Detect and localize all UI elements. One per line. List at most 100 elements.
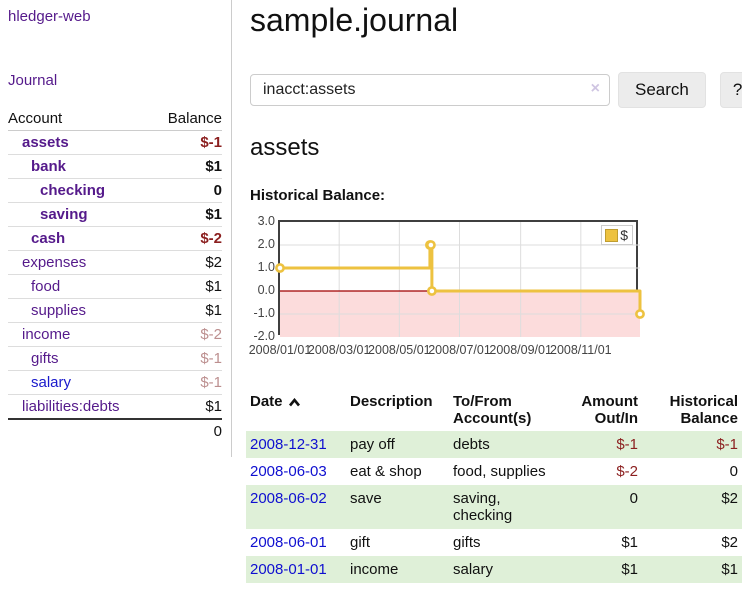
- x-axis-label: 2008/07/01: [428, 343, 491, 357]
- account-balance: $-2: [152, 322, 222, 347]
- chart-heading: Historical Balance:: [250, 187, 386, 204]
- account-link[interactable]: checking: [40, 182, 106, 199]
- y-axis-label: 1.0: [257, 260, 275, 274]
- register-row: 2008-01-01 income salary $1 $1: [246, 556, 742, 583]
- search-input[interactable]: [250, 74, 610, 106]
- account-link[interactable]: bank: [31, 158, 67, 175]
- register-accounts-cell: debts: [449, 431, 553, 458]
- account-heading: assets: [250, 134, 320, 161]
- search-button[interactable]: Search: [618, 72, 706, 108]
- register-description-cell: pay off: [346, 431, 449, 458]
- account-row: cash $-2: [8, 226, 222, 251]
- account-name-cell: income: [8, 322, 152, 347]
- register-date-cell: 2008-06-01: [246, 529, 346, 556]
- account-row: income $-2: [8, 322, 222, 347]
- register-amount-cell: $1: [553, 556, 642, 583]
- register-header-date[interactable]: Date: [246, 389, 346, 431]
- transaction-date-link[interactable]: 2008-06-03: [250, 463, 327, 480]
- transaction-date-link[interactable]: 2008-12-31: [250, 436, 327, 453]
- account-name-cell: expenses: [8, 250, 152, 275]
- account-row: liabilities:debts $1: [8, 394, 222, 420]
- legend-label: $: [620, 227, 628, 243]
- register-header-balance: Historical Balance: [669, 393, 738, 427]
- account-balance: $1: [152, 298, 222, 323]
- register-row: 2008-06-03 eat & shop food, supplies $-2 0: [246, 458, 742, 485]
- account-balance: $-1: [152, 370, 222, 395]
- account-link[interactable]: cash: [31, 230, 66, 247]
- register-header-account: To/From Account(s): [453, 393, 532, 427]
- account-balance: $1: [152, 394, 222, 420]
- app-title-link[interactable]: hledger-web: [8, 8, 91, 25]
- x-axis-label: 2008/05/01: [368, 343, 431, 357]
- accounts-total-spacer: [8, 418, 152, 443]
- account-name-cell: cash: [8, 226, 152, 251]
- register-accounts-cell: gifts: [453, 534, 481, 551]
- account-balance: $-1: [152, 130, 222, 155]
- chart-plot-area[interactable]: $: [275, 220, 645, 337]
- account-row: supplies $1: [8, 298, 222, 323]
- sort-ascending-icon: [288, 397, 300, 407]
- register-date-cell: 2008-12-31: [246, 431, 346, 458]
- account-name-cell: checking: [8, 178, 152, 203]
- accounts-table-body: assets $-1 bank $1 checking 0 saving $1 cash $-2 e…: [8, 130, 222, 420]
- y-axis-label: 0.0: [257, 283, 275, 297]
- account-name-cell: liabilities:debts: [8, 394, 152, 420]
- register-description-cell: save: [346, 485, 449, 529]
- register-table-body: 2008-12-31 pay off debts $-1 $-1 2008-06-03 ea…: [246, 431, 742, 583]
- account-link[interactable]: saving: [40, 206, 88, 223]
- accounts-header-row: Account Balance: [8, 107, 222, 131]
- account-name-cell: gifts: [8, 346, 152, 371]
- historical-balance-chart: $ 3.0 2.0 1.0 0.0 -1.0 -2.0 2008/01/01 2008/03…: [248, 212, 670, 362]
- search-bar: × Search ?: [250, 72, 742, 108]
- account-link[interactable]: gifts: [31, 350, 59, 367]
- register-header-description: Description: [350, 393, 433, 410]
- account-link[interactable]: salary: [31, 374, 72, 391]
- register-amount-cell: $1: [621, 534, 638, 551]
- chart-legend: $: [601, 225, 633, 245]
- nav-journal-link[interactable]: Journal: [8, 72, 58, 89]
- account-balance: 0: [152, 178, 222, 203]
- x-axis-label: 2008/01/01: [248, 343, 312, 357]
- account-link[interactable]: expenses: [22, 254, 87, 271]
- register-accounts-cell: food, supplies: [453, 463, 546, 480]
- register-row: 2008-06-02 save saving, checking 0 $2: [246, 485, 742, 529]
- transaction-date-link[interactable]: 2008-06-01: [250, 534, 327, 551]
- account-balance: $-2: [152, 226, 222, 251]
- transaction-date-link[interactable]: 2008-01-01: [250, 561, 327, 578]
- register-description-cell: eat & shop: [350, 463, 422, 480]
- register-table: Date Description To/From Account(s) Amou…: [246, 389, 742, 583]
- account-link[interactable]: supplies: [31, 302, 87, 319]
- register-amount-cell: $-2: [616, 463, 638, 480]
- account-balance: $2: [152, 250, 222, 275]
- search-help-button[interactable]: ?: [719, 72, 742, 108]
- account-row: expenses $2: [8, 250, 222, 275]
- account-row: food $1: [8, 274, 222, 299]
- register-accounts-cell: salary: [449, 556, 553, 583]
- y-axis-label: 3.0: [257, 214, 275, 228]
- page-title: sample.journal: [250, 2, 459, 38]
- account-row: assets $-1: [8, 130, 222, 155]
- account-balance: $1: [152, 154, 222, 179]
- transaction-date-link[interactable]: 2008-06-02: [250, 490, 327, 507]
- account-link[interactable]: assets: [22, 134, 69, 151]
- register-date-cell: 2008-01-01: [246, 556, 346, 583]
- sidebar-nav: Journal: [8, 72, 222, 90]
- account-balance: $-1: [152, 346, 222, 371]
- account-row: checking 0: [8, 178, 222, 203]
- register-amount-cell: 0: [553, 485, 642, 529]
- account-row: bank $1: [8, 154, 222, 179]
- account-link[interactable]: food: [31, 278, 61, 295]
- register-balance-cell: 0: [729, 463, 738, 480]
- legend-swatch-icon: [605, 228, 619, 242]
- register-balance-cell: $-1: [642, 431, 742, 458]
- register-row: 2008-06-01 gift gifts $1 $2: [246, 529, 742, 556]
- account-name-cell: bank: [8, 154, 152, 179]
- account-link[interactable]: income: [22, 326, 71, 343]
- accounts-header-balance: Balance: [152, 107, 222, 131]
- account-name-cell: food: [8, 274, 152, 299]
- account-row: salary $-1: [8, 370, 222, 395]
- account-link[interactable]: liabilities:debts: [22, 398, 120, 415]
- clear-search-icon[interactable]: ×: [590, 80, 600, 97]
- register-balance-cell: $2: [642, 485, 742, 529]
